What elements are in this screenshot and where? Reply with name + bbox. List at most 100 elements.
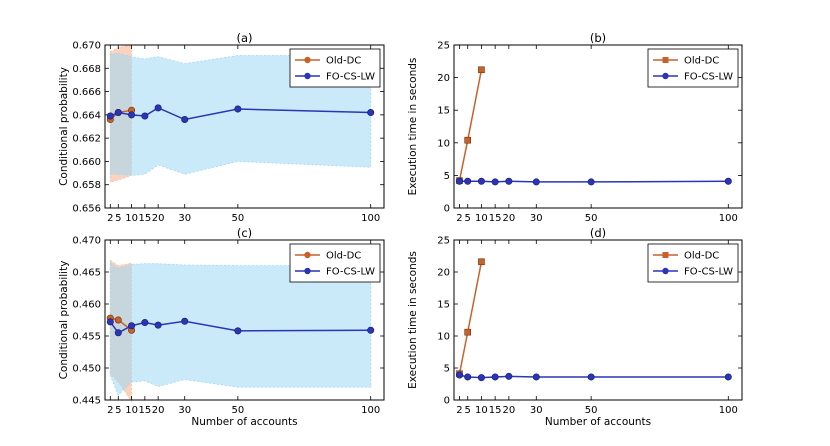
data-point <box>587 373 595 381</box>
data-point <box>478 258 485 266</box>
x-tick-label: 10 <box>125 213 138 224</box>
data-point <box>464 136 472 144</box>
data-point <box>477 374 485 382</box>
legend-box <box>647 243 739 283</box>
x-tick-label: 10 <box>475 405 488 416</box>
data-point <box>181 317 189 325</box>
y-axis-label: Execution time in seconds <box>407 251 419 389</box>
data-point <box>114 329 122 337</box>
x-tick-label: 5 <box>465 213 471 224</box>
data-point <box>464 177 472 185</box>
x-tick-label: 50 <box>231 213 244 224</box>
x-tick-label: 2 <box>456 213 462 224</box>
panel-a: 2 5 10 15 20 30 50 100 0.656 0.658 0.660 0.662 0.664… <box>58 31 385 224</box>
data-point <box>114 316 122 324</box>
x-tick-label: 100 <box>361 405 380 416</box>
x-tick-label: 100 <box>719 213 738 224</box>
y-tick-label: 0.460 <box>72 300 101 311</box>
y-tick-label: 0.670 <box>72 41 101 52</box>
x-tick-label: 15 <box>489 213 502 224</box>
legend-label: FO-CS-LW <box>684 72 733 83</box>
data-point <box>478 66 485 74</box>
x-tick-label: 30 <box>530 213 543 224</box>
y-tick-label: 0.668 <box>72 64 101 75</box>
y-axis-label: Conditional probability <box>58 261 70 380</box>
data-point <box>724 177 732 185</box>
y-tick-label: 20 <box>437 268 450 279</box>
series-line <box>458 69 483 181</box>
y-tick-label: 25 <box>437 41 450 52</box>
panel-title: (d) <box>590 226 606 240</box>
data-point <box>154 104 162 112</box>
data-point <box>464 328 472 336</box>
data-point <box>128 111 136 119</box>
x-tick-label: 20 <box>502 213 515 224</box>
legend-swatch-marker <box>662 57 669 63</box>
data-point <box>505 177 513 185</box>
legend-swatch-marker <box>304 251 311 259</box>
plot-frame <box>104 44 385 209</box>
plot-frame <box>104 239 385 401</box>
y-tick-label: 15 <box>437 106 450 117</box>
y-tick-label: 0.656 <box>72 204 101 215</box>
y-tick-label: 0.660 <box>72 157 101 168</box>
x-tick-label: 10 <box>125 405 138 416</box>
x-tick-label: 20 <box>502 405 515 416</box>
data-point <box>106 112 114 120</box>
legend-label: FO-CS-LW <box>684 267 733 278</box>
y-tick-label: 0.465 <box>72 268 101 279</box>
data-point <box>141 319 149 327</box>
x-tick-label: 15 <box>489 405 502 416</box>
data-point <box>455 371 463 379</box>
y-tick-label: 0 <box>444 204 450 215</box>
data-point <box>114 109 122 117</box>
x-tick-label: 100 <box>719 405 738 416</box>
x-tick-label: 20 <box>152 213 165 224</box>
y-tick-label: 10 <box>437 332 450 343</box>
x-axis-label: Number of accounts <box>191 416 297 428</box>
legend-box <box>647 48 739 88</box>
panel-c: 2 5 10 15 20 30 50 100 0.445 0.450 0.455 0.460 0.465… <box>58 226 385 428</box>
y-tick-label: 5 <box>444 364 450 375</box>
legend: Old-DC FO-CS-LW <box>289 48 381 88</box>
y-tick-label: 0.455 <box>72 332 101 343</box>
x-tick-label: 30 <box>530 405 543 416</box>
data-point <box>106 318 114 326</box>
data-point <box>505 372 513 380</box>
y-tick-label: 25 <box>437 236 450 247</box>
x-tick-label: 5 <box>465 405 471 416</box>
x-tick-label: 15 <box>138 405 151 416</box>
legend-label: Old-DC <box>684 251 719 262</box>
y-tick-label: 0 <box>444 396 450 407</box>
data-point <box>234 327 242 335</box>
legend-swatch-marker <box>662 267 669 275</box>
x-tick-label: 2 <box>456 405 462 416</box>
data-point <box>367 326 375 334</box>
data-point <box>491 178 499 186</box>
data-point <box>128 322 136 330</box>
legend-label: Old-DC <box>326 56 361 67</box>
panel-title: (b) <box>590 31 606 45</box>
legend-label: Old-DC <box>326 251 361 262</box>
series-fo-cs-lw <box>455 177 732 186</box>
legend-swatch-marker <box>304 56 311 64</box>
data-point <box>141 112 149 120</box>
x-tick-label: 50 <box>231 405 244 416</box>
data-point <box>724 373 732 381</box>
series-fo-cs-lw <box>106 104 375 124</box>
x-tick-label: 20 <box>152 405 165 416</box>
legend: Old-DC FO-CS-LW <box>289 243 381 283</box>
panel-title: (c) <box>237 226 252 240</box>
legend-swatch-marker <box>304 72 311 80</box>
x-tick-label: 15 <box>138 213 151 224</box>
data-point <box>464 373 472 381</box>
x-tick-label: 2 <box>107 405 113 416</box>
x-tick-label: 50 <box>585 213 598 224</box>
y-tick-label: 20 <box>437 73 450 84</box>
legend-box <box>289 243 381 283</box>
legend: Old-DC FO-CS-LW <box>647 243 739 283</box>
data-point <box>491 373 499 381</box>
data-point <box>532 373 540 381</box>
